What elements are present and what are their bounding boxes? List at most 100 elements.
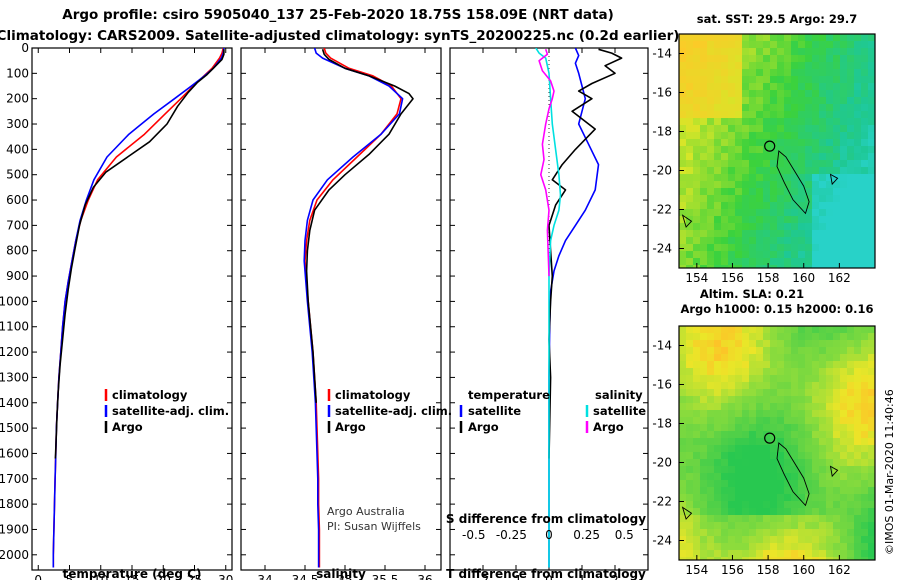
- map-cell: [686, 209, 694, 217]
- map-cell: [679, 174, 687, 182]
- map-cell: [756, 188, 764, 196]
- map-cell: [812, 375, 820, 383]
- map-cell: [798, 237, 806, 245]
- map-cell: [707, 34, 715, 42]
- map-cell: [777, 167, 785, 175]
- map-cell: [693, 237, 701, 245]
- map-cell: [763, 396, 771, 404]
- map-cell: [812, 445, 820, 453]
- map-cell: [693, 195, 701, 203]
- map-cell: [763, 424, 771, 432]
- map-cell: [847, 244, 855, 252]
- map-cell: [826, 209, 834, 217]
- map-cell: [679, 90, 687, 98]
- map-cell: [679, 326, 687, 334]
- map-cell: [826, 501, 834, 509]
- map-cell: [798, 522, 806, 530]
- map-cell: [812, 160, 820, 168]
- map-cell: [693, 501, 701, 509]
- map-cell: [693, 48, 701, 56]
- map-cell: [728, 153, 736, 161]
- map-cell: [833, 237, 841, 245]
- longitude-tick-label: 156: [721, 271, 744, 285]
- map-cell: [763, 515, 771, 523]
- map-cell: [805, 111, 813, 119]
- map-cell: [847, 167, 855, 175]
- map-cell: [721, 244, 729, 252]
- map-cell: [714, 375, 722, 383]
- map-cell: [693, 515, 701, 523]
- map-cell: [679, 473, 687, 481]
- map-cell: [833, 167, 841, 175]
- map-cell: [763, 237, 771, 245]
- map-cell: [700, 104, 708, 112]
- map-cell: [770, 487, 778, 495]
- map-cell: [840, 347, 848, 355]
- map-cell: [770, 340, 778, 348]
- map-cell: [868, 244, 875, 252]
- map-cell: [791, 529, 799, 537]
- map-cell: [819, 375, 827, 383]
- map-cell: [812, 139, 820, 147]
- map-cell: [819, 41, 827, 49]
- s-diff-tick-label: 0.25: [573, 528, 600, 542]
- map-cell: [700, 202, 708, 210]
- depth-tick-label: 1000: [0, 294, 29, 308]
- map-cell: [861, 347, 869, 355]
- map-cell: [749, 445, 757, 453]
- map-cell: [826, 473, 834, 481]
- map-cell: [721, 237, 729, 245]
- map-cell: [714, 125, 722, 133]
- map-cell: [700, 76, 708, 84]
- map-cell: [798, 69, 806, 77]
- map-cell: [812, 48, 820, 56]
- map-cell: [707, 354, 715, 362]
- map-cell: [721, 466, 729, 474]
- map-cell: [805, 396, 813, 404]
- map-cell: [686, 473, 694, 481]
- map-cell: [826, 382, 834, 390]
- map-cell: [749, 557, 757, 560]
- map-cell: [721, 375, 729, 383]
- depth-tick-label: 1500: [0, 421, 29, 435]
- map-cell: [728, 167, 736, 175]
- map-cell: [742, 97, 750, 105]
- map-cell: [819, 466, 827, 474]
- map-cell: [833, 396, 841, 404]
- map-cell: [777, 195, 785, 203]
- map-cell: [742, 417, 750, 425]
- map-cell: [861, 83, 869, 91]
- map-cell: [777, 515, 785, 523]
- map-cell: [742, 452, 750, 460]
- map-cell: [693, 417, 701, 425]
- map-cell: [693, 431, 701, 439]
- map-cell: [847, 90, 855, 98]
- map-cell: [721, 396, 729, 404]
- map-cell: [868, 97, 875, 105]
- map-cell: [693, 216, 701, 224]
- map-cell: [693, 389, 701, 397]
- map-cell: [854, 417, 862, 425]
- series-diff-t-argo: [548, 48, 623, 459]
- map-cell: [868, 508, 875, 516]
- map-cell: [693, 494, 701, 502]
- map-cell: [805, 132, 813, 140]
- latitude-tick-label: -24: [652, 534, 672, 548]
- map-cell: [854, 445, 862, 453]
- map-cell: [756, 34, 764, 42]
- map-cell: [693, 326, 701, 334]
- map-cell: [812, 473, 820, 481]
- sla-map-subtitle: Argo h1000: 0.15 h2000: 0.16: [680, 302, 873, 316]
- map-cell: [728, 83, 736, 91]
- latitude-tick-label: -14: [652, 47, 672, 61]
- map-cell: [679, 480, 687, 488]
- temperature-panel-frame: [31, 47, 233, 571]
- map-cell: [840, 153, 848, 161]
- map-cell: [693, 396, 701, 404]
- map-cell: [756, 445, 764, 453]
- map-cell: [840, 104, 848, 112]
- map-cell: [728, 174, 736, 182]
- map-cell: [854, 174, 862, 182]
- map-cell: [742, 333, 750, 341]
